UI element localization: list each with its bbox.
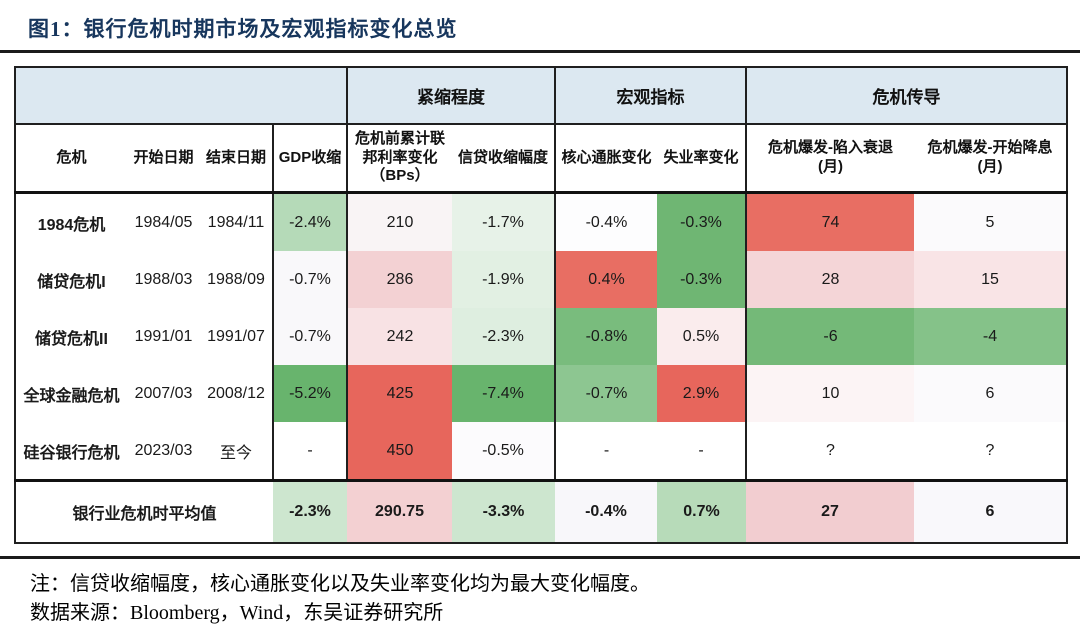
crisis-name: 储贷危机II xyxy=(15,308,127,365)
end-date-cell: 1991/07 xyxy=(200,308,274,365)
credit-avg-cell: -3.3% xyxy=(452,479,555,543)
average-row: 银行业危机时平均值 -2.3% 290.75 -3.3% -0.4% 0.7% … xyxy=(15,479,1067,543)
gdp-cell: - xyxy=(273,422,348,481)
end-date-cell: 至今 xyxy=(200,422,274,481)
col-header-credit: 信贷收缩幅度 xyxy=(452,124,556,194)
table-row: 全球金融危机 2007/03 2008/12 -5.2% 425 -7.4% -… xyxy=(15,365,1067,422)
col-header-crisis: 危机 xyxy=(15,124,127,194)
unemployment-cell: -0.3% xyxy=(657,192,747,251)
gdp-avg-cell: -2.3% xyxy=(273,479,347,543)
gdp-cell: -5.2% xyxy=(273,365,348,422)
bottom-rule xyxy=(0,556,1080,559)
col-header-fed-rate: 危机前累计联 邦利率变化 （BPs） xyxy=(347,124,452,194)
data-source: 数据来源：Bloomberg，Wind，东吴证券研究所 xyxy=(30,602,444,624)
figure-title: 图1：银行危机时期市场及宏观指标变化总览 xyxy=(28,17,458,41)
crisis-name: 储贷危机I xyxy=(15,251,127,308)
start-date-cell: 2007/03 xyxy=(127,365,200,422)
credit-cell: -2.3% xyxy=(452,308,556,365)
crisis-name: 1984危机 xyxy=(15,192,127,251)
unemployment-cell: 2.9% xyxy=(657,365,747,422)
credit-cell: -0.5% xyxy=(452,422,556,481)
credit-cell: -1.9% xyxy=(452,251,556,308)
gdp-cell: -0.7% xyxy=(273,308,348,365)
group-header-blank xyxy=(15,67,348,125)
start-date-cell: 1984/05 xyxy=(127,192,200,251)
recession-lag-cell: ? xyxy=(746,422,914,481)
group-header-row: 紧缩程度 宏观指标 危机传导 xyxy=(15,67,1067,125)
recession-lag-cell: 10 xyxy=(746,365,914,422)
core-cpi-cell: -0.4% xyxy=(555,192,657,251)
fed-rate-avg-cell: 290.75 xyxy=(347,479,452,543)
fed-rate-cell: 286 xyxy=(347,251,452,308)
recession-lag-cell: 28 xyxy=(746,251,914,308)
gdp-cell: -0.7% xyxy=(273,251,348,308)
ratecut-lag-cell: 5 xyxy=(914,192,1067,251)
figure-footer: 注：信贷收缩幅度，核心通胀变化以及失业率变化均为最大变化幅度。 数据来源：Blo… xyxy=(0,570,1080,628)
fed-rate-cell: 425 xyxy=(347,365,452,422)
fed-rate-cell: 242 xyxy=(347,308,452,365)
crisis-name: 硅谷银行危机 xyxy=(15,422,127,481)
average-row-label: 银行业危机时平均值 xyxy=(15,479,273,543)
start-date-cell: 2023/03 xyxy=(127,422,200,481)
start-date-cell: 1988/03 xyxy=(127,251,200,308)
col-header-ratecut-lag: 危机爆发-开始降息 (月) xyxy=(914,124,1067,194)
crisis-name: 全球金融危机 xyxy=(15,365,127,422)
table-row: 储贷危机I 1988/03 1988/09 -0.7% 286 -1.9% 0.… xyxy=(15,251,1067,308)
col-header-core-cpi: 核心通胀变化 xyxy=(555,124,657,194)
ratecut-lag-cell: 6 xyxy=(914,365,1067,422)
credit-cell: -7.4% xyxy=(452,365,556,422)
table-row: 硅谷银行危机 2023/03 至今 - 450 -0.5% - - ? ? xyxy=(15,422,1067,481)
group-header-transmission: 危机传导 xyxy=(746,67,1067,125)
core-cpi-cell: -0.7% xyxy=(555,365,657,422)
credit-cell: -1.7% xyxy=(452,192,556,251)
end-date-cell: 1988/09 xyxy=(200,251,274,308)
core-cpi-avg-cell: -0.4% xyxy=(555,479,657,543)
group-header-tightening: 紧缩程度 xyxy=(347,67,556,125)
footnote: 注：信贷收缩幅度，核心通胀变化以及失业率变化均为最大变化幅度。 xyxy=(30,573,650,595)
unemployment-cell: 0.5% xyxy=(657,308,747,365)
end-date-cell: 2008/12 xyxy=(200,365,274,422)
ratecut-lag-cell: ? xyxy=(914,422,1067,481)
ratecut-lag-cell: -4 xyxy=(914,308,1067,365)
col-header-recession-lag: 危机爆发-陷入衰退 (月) xyxy=(746,124,914,194)
recession-lag-cell: 74 xyxy=(746,192,914,251)
crisis-table-wrap: 紧缩程度 宏观指标 危机传导 危机 开始日期 结束日期 GDP收缩 危机前累计联… xyxy=(14,66,1068,544)
col-header-start-date: 开始日期 xyxy=(127,124,200,194)
group-header-macro: 宏观指标 xyxy=(555,67,747,125)
column-header-row: 危机 开始日期 结束日期 GDP收缩 危机前累计联 邦利率变化 （BPs） 信贷… xyxy=(15,124,1067,194)
col-header-end-date: 结束日期 xyxy=(200,124,274,194)
fed-rate-cell: 210 xyxy=(347,192,452,251)
table-row: 储贷危机II 1991/01 1991/07 -0.7% 242 -2.3% -… xyxy=(15,308,1067,365)
core-cpi-cell: - xyxy=(555,422,657,481)
fed-rate-cell: 450 xyxy=(347,422,452,481)
crisis-table: 紧缩程度 宏观指标 危机传导 危机 开始日期 结束日期 GDP收缩 危机前累计联… xyxy=(14,66,1068,544)
recession-lag-cell: -6 xyxy=(746,308,914,365)
ratecut-lag-avg-cell: 6 xyxy=(914,479,1067,543)
end-date-cell: 1984/11 xyxy=(200,192,274,251)
col-header-gdp: GDP收缩 xyxy=(273,124,348,194)
unemployment-cell: - xyxy=(657,422,747,481)
ratecut-lag-cell: 15 xyxy=(914,251,1067,308)
top-rule xyxy=(0,50,1080,53)
unemployment-cell: -0.3% xyxy=(657,251,747,308)
start-date-cell: 1991/01 xyxy=(127,308,200,365)
unemployment-avg-cell: 0.7% xyxy=(657,479,746,543)
table-row: 1984危机 1984/05 1984/11 -2.4% 210 -1.7% -… xyxy=(15,192,1067,251)
gdp-cell: -2.4% xyxy=(273,192,348,251)
recession-lag-avg-cell: 27 xyxy=(746,479,914,543)
core-cpi-cell: 0.4% xyxy=(555,251,657,308)
col-header-unemployment: 失业率变化 xyxy=(657,124,747,194)
core-cpi-cell: -0.8% xyxy=(555,308,657,365)
